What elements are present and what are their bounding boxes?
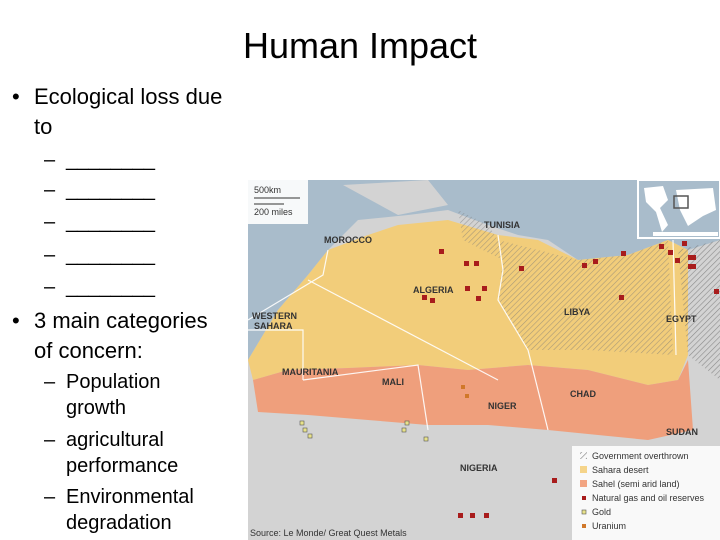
- label-egypt: EGYPT: [666, 314, 697, 324]
- dash-icon: –: [44, 211, 56, 233]
- blank: ________: [66, 179, 155, 201]
- bullet-text: 3 main categories: [34, 308, 208, 333]
- bullet-text: of concern:: [34, 338, 143, 363]
- dash-icon: –: [44, 429, 56, 451]
- sub-bullet: Population: [66, 371, 161, 393]
- legend-sahara: Sahara desert: [592, 465, 649, 475]
- bullet-text: Ecological loss due: [34, 84, 223, 109]
- dash-icon: –: [44, 149, 56, 171]
- label-mauritania: MAURITANIA: [282, 367, 339, 377]
- sub-bullet: degradation: [66, 512, 172, 534]
- sub-bullet: Environmental: [66, 486, 194, 508]
- blank: ________: [66, 276, 155, 298]
- sub-bullet: performance: [66, 455, 179, 477]
- scale-miles: 200 miles: [254, 207, 293, 217]
- dash-icon: –: [44, 371, 56, 393]
- bullet-text: to: [34, 114, 53, 139]
- sub-bullet: agricultural: [66, 429, 164, 451]
- sahel-region: [253, 360, 693, 440]
- label-morocco: MOROCCO: [324, 235, 372, 245]
- label-sudan: SUDAN: [666, 427, 698, 437]
- label-western: WESTERN: [252, 311, 297, 321]
- sub-bullet: growth: [66, 397, 127, 419]
- africa-resources-map: 500km 200 miles MOROCCO TUNISIA ALGERIA …: [248, 180, 720, 540]
- legend-gold: Gold: [592, 507, 611, 517]
- oil-gas-markers: [422, 241, 719, 518]
- dash-icon: –: [44, 276, 56, 298]
- map-source: Source: Le Monde/ Great Quest Metals: [250, 528, 407, 538]
- map-legend: Government overthrown Sahara desert Sahe…: [572, 446, 720, 540]
- inset-world-map: [637, 180, 720, 239]
- blank: ________: [66, 149, 155, 171]
- legend-overthrown: Government overthrown: [592, 451, 689, 461]
- legend-sahel: Sahel (semi arid land): [592, 479, 680, 489]
- dash-icon: –: [44, 179, 56, 201]
- uranium-markers: [461, 385, 469, 398]
- blank: ________: [66, 244, 155, 266]
- label-niger: NIGER: [488, 401, 517, 411]
- gold-markers: [299, 420, 429, 442]
- dash-icon: –: [44, 486, 56, 508]
- label-sahara: SAHARA: [254, 321, 293, 331]
- dash-icon: –: [44, 244, 56, 266]
- bullet-icon: •: [12, 308, 20, 333]
- slide-title: Human Impact: [242, 25, 478, 66]
- label-chad: CHAD: [570, 389, 596, 399]
- label-algeria: ALGERIA: [413, 285, 454, 295]
- label-tunisia: TUNISIA: [484, 220, 521, 230]
- label-mali: MALI: [382, 377, 404, 387]
- legend-uranium: Uranium: [592, 521, 626, 531]
- label-nigeria: NIGERIA: [460, 463, 498, 473]
- overthrown-region: [458, 210, 673, 355]
- label-libya: LIBYA: [564, 307, 591, 317]
- bullet-icon: •: [12, 84, 20, 109]
- scale-km: 500km: [254, 185, 281, 195]
- blank: ________: [66, 211, 155, 233]
- legend-oil-gas: Natural gas and oil reserves: [592, 493, 705, 503]
